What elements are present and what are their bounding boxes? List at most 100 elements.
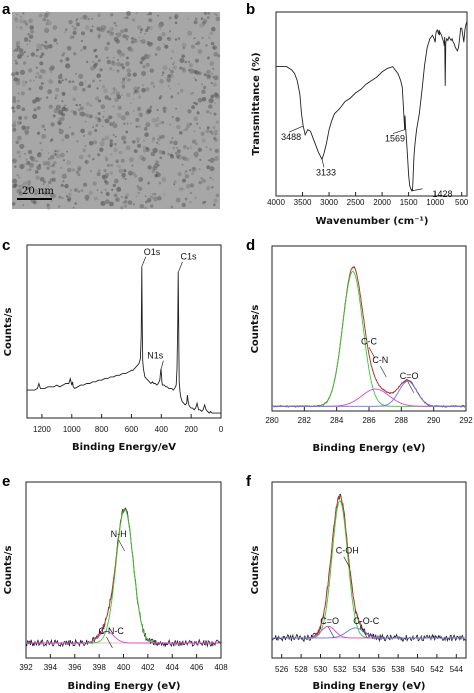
x-tick-label: 286 (362, 416, 376, 425)
component-line (272, 627, 466, 639)
tem-particle (185, 170, 188, 173)
tem-particle (114, 178, 119, 184)
tem-particle (116, 164, 119, 167)
tem-particle (39, 177, 45, 182)
tem-particle (115, 197, 120, 203)
tem-particle (97, 112, 101, 116)
tem-particle (64, 78, 68, 81)
tem-particle (36, 43, 42, 49)
tem-particle (16, 45, 21, 50)
tem-particle (145, 200, 148, 204)
tem-particle (37, 131, 41, 135)
tem-particle (163, 106, 166, 110)
tem-particle (120, 115, 127, 121)
tem-particle (52, 152, 55, 155)
x-tick-label: 538 (391, 665, 405, 674)
tem-particle (94, 62, 98, 66)
tem-particle (23, 152, 26, 155)
tem-particle (116, 32, 122, 38)
tem-particle (35, 97, 39, 101)
tem-particle (181, 54, 185, 58)
tem-particle (172, 63, 175, 66)
tem-particle (61, 138, 65, 142)
tem-particle (15, 140, 20, 145)
tem-particle (196, 41, 201, 45)
tem-particle (66, 150, 69, 153)
tem-particle (137, 143, 142, 148)
tem-particle (137, 186, 143, 191)
tem-particle (38, 74, 43, 79)
tem-particle (173, 180, 177, 184)
tem-particle (23, 61, 27, 65)
tem-particle (192, 91, 195, 94)
tem-particle (15, 48, 19, 52)
tem-particle (40, 82, 44, 85)
tem-particle (96, 73, 101, 79)
tem-particle (137, 125, 141, 129)
tem-particle (48, 104, 53, 110)
tem-particle (71, 25, 74, 28)
tem-particle (193, 101, 196, 105)
tem-particle (214, 102, 216, 104)
tem-particle (137, 191, 140, 195)
tem-particle (159, 156, 163, 160)
tem-particle (36, 106, 41, 110)
tem-particle (211, 186, 214, 189)
tem-particle (60, 117, 65, 121)
x-tick-label: 600 (125, 425, 139, 434)
tem-particle (28, 18, 33, 24)
tem-particle (147, 109, 150, 112)
tem-particle (179, 58, 185, 63)
tem-particle (171, 137, 174, 140)
tem-particle (113, 88, 118, 93)
tem-particle (147, 165, 152, 170)
tem-particle (175, 117, 181, 122)
annotation-label: C-OH (336, 546, 359, 556)
tem-particle (126, 11, 131, 16)
tem-particle (111, 61, 116, 66)
tem-particle (120, 63, 124, 67)
annotation-leader (321, 159, 325, 168)
tem-particle (119, 55, 122, 58)
x-tick-label: 544 (450, 665, 464, 674)
tem-particle (12, 96, 16, 100)
tem-particle (35, 55, 38, 57)
tem-particle (113, 56, 115, 59)
x-axis-label: Binding Energy (eV) (313, 681, 426, 692)
tem-particle (54, 97, 57, 100)
tem-particle (183, 156, 188, 161)
tem-particle (187, 30, 193, 36)
tem-particle (97, 13, 101, 18)
tem-particle (173, 183, 176, 186)
tem-particle (21, 107, 26, 112)
tem-particle (153, 192, 157, 196)
tem-particle (67, 196, 72, 201)
tem-particle (114, 142, 117, 146)
tem-particle (141, 157, 146, 162)
tem-particle (159, 28, 162, 31)
tem-particle (131, 164, 134, 167)
tem-particle (61, 79, 64, 82)
tem-particle (144, 195, 147, 198)
tem-particle (150, 204, 154, 208)
tem-particle (97, 169, 101, 172)
tem-particle (122, 77, 126, 81)
tem-particle (213, 92, 219, 97)
tem-particle (184, 127, 189, 131)
tem-particle (64, 28, 68, 32)
tem-particle (79, 106, 84, 111)
annotation-label: 3488 (281, 132, 301, 142)
tem-particle (173, 61, 176, 64)
tem-particle (172, 65, 177, 70)
tem-particle (142, 36, 144, 39)
tem-particle (105, 199, 110, 205)
tem-particle (43, 191, 49, 196)
tem-particle (65, 195, 69, 198)
tem-particle (112, 91, 116, 95)
tem-particle (209, 61, 215, 66)
tem-particle (15, 71, 19, 76)
tem-particle (29, 162, 34, 168)
tem-particle (113, 147, 118, 153)
tem-particle (198, 168, 201, 171)
tem-particle (79, 104, 81, 106)
